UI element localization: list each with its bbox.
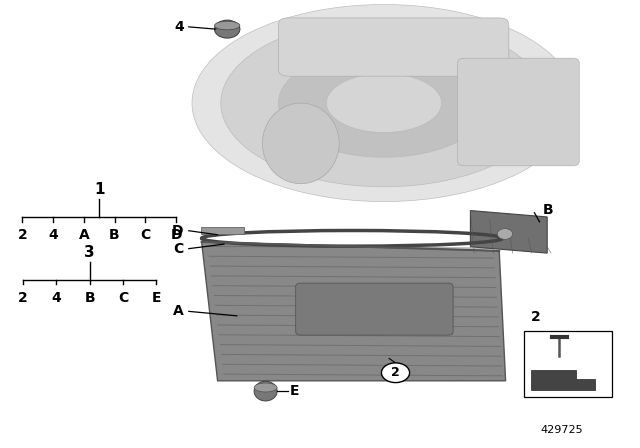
Text: 4: 4 [174, 20, 184, 34]
Text: E: E [152, 291, 161, 305]
Text: 2: 2 [18, 291, 28, 305]
Text: E: E [290, 384, 300, 398]
Polygon shape [531, 370, 595, 390]
Text: C: C [173, 241, 184, 256]
Text: B: B [109, 228, 120, 242]
Text: 2: 2 [391, 366, 400, 379]
Circle shape [381, 363, 410, 383]
Ellipse shape [254, 381, 277, 401]
FancyBboxPatch shape [201, 227, 244, 234]
Text: 3: 3 [84, 245, 95, 260]
Text: 4: 4 [48, 228, 58, 242]
Text: A: A [173, 304, 184, 319]
FancyBboxPatch shape [458, 58, 579, 166]
Polygon shape [470, 211, 547, 253]
Ellipse shape [214, 21, 240, 30]
Text: 2: 2 [531, 310, 541, 324]
Ellipse shape [326, 73, 442, 133]
Ellipse shape [262, 103, 339, 184]
Text: D: D [170, 228, 182, 242]
Ellipse shape [221, 19, 547, 187]
Ellipse shape [214, 20, 240, 38]
Text: 2: 2 [17, 228, 28, 242]
FancyBboxPatch shape [524, 331, 612, 397]
Text: D: D [172, 224, 184, 238]
Text: C: C [140, 228, 150, 242]
Text: 1: 1 [94, 182, 104, 197]
Circle shape [497, 228, 513, 239]
Text: B: B [84, 291, 95, 305]
Ellipse shape [192, 4, 576, 202]
Text: 4: 4 [51, 291, 61, 305]
Text: A: A [79, 228, 89, 242]
Text: B: B [543, 203, 554, 217]
FancyBboxPatch shape [296, 283, 453, 335]
FancyBboxPatch shape [278, 18, 509, 76]
Polygon shape [202, 242, 506, 381]
Text: 429725: 429725 [541, 426, 583, 435]
Ellipse shape [254, 383, 277, 392]
Text: C: C [118, 291, 128, 305]
Ellipse shape [278, 49, 490, 157]
